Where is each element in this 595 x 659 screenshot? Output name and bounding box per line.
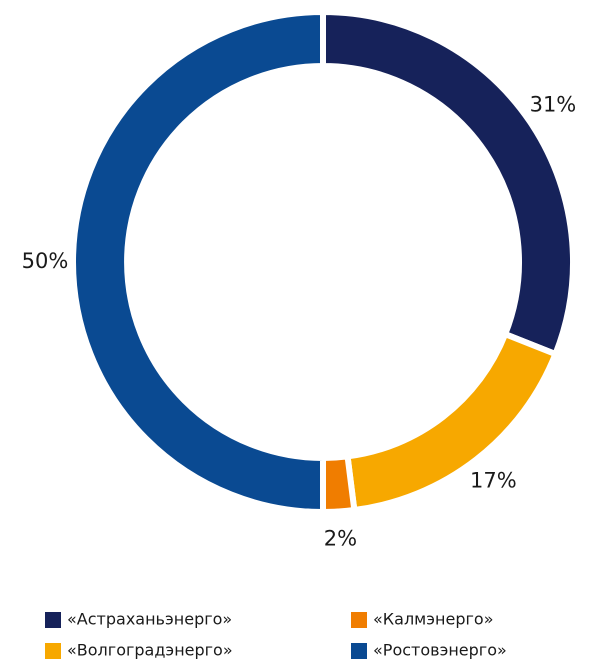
value-label: 2%	[324, 526, 357, 550]
legend-label: «Астраханьэнерго»	[67, 610, 232, 629]
legend-swatch	[45, 643, 61, 659]
value-label: 50%	[22, 249, 69, 273]
legend-label: «Калмэнерго»	[373, 610, 493, 629]
donut-segment	[320, 453, 358, 516]
donut-segment	[70, 8, 326, 516]
legend-swatch	[351, 643, 367, 659]
legend-label: «Волгоградэнерго»	[67, 641, 233, 659]
donut-segment	[344, 330, 560, 514]
value-label: 17%	[470, 469, 517, 493]
legend-swatch	[45, 612, 61, 628]
donut-segment	[320, 8, 576, 358]
legend-swatch	[351, 612, 367, 628]
legend-label: «Ростовэнерго»	[373, 641, 507, 659]
value-label: 31%	[530, 93, 577, 117]
